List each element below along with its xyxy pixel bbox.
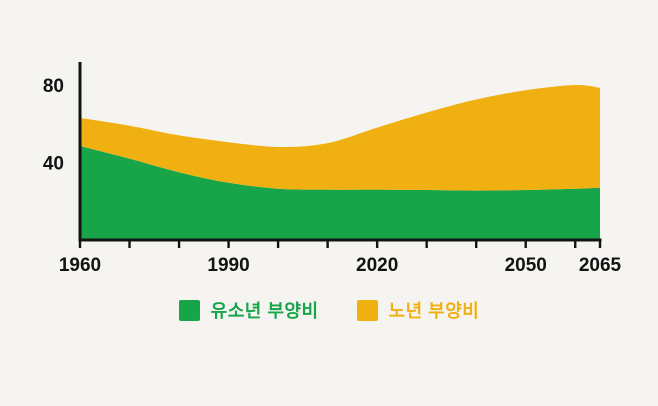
legend-item-elderly: 노년 부양비 xyxy=(356,297,480,323)
stacked-area-chart: 1960 1990 2020 2050 2065 40 80 xyxy=(43,62,622,276)
legend-item-youth: 유소년 부양비 xyxy=(178,297,319,323)
chart-canvas: 1960 1990 2020 2050 2065 40 80 xyxy=(43,62,622,276)
x-axis-label: 1990 xyxy=(207,255,249,276)
y-axis-label: 80 xyxy=(43,76,64,97)
x-axis-label: 2050 xyxy=(505,255,547,276)
area-youth-series xyxy=(80,146,600,240)
chart-legend: 유소년 부양비 노년 부양비 xyxy=(0,297,658,323)
y-axis-label: 40 xyxy=(43,154,64,175)
legend-swatch-elderly-icon xyxy=(356,299,378,321)
x-axis-label: 2020 xyxy=(356,255,398,276)
area-elderly-series xyxy=(80,84,600,191)
legend-swatch-youth-icon xyxy=(178,299,200,321)
x-axis-label: 1960 xyxy=(59,255,101,276)
x-axis-label: 2065 xyxy=(579,255,622,276)
legend-label-youth: 유소년 부양비 xyxy=(210,301,319,321)
legend-label-elderly: 노년 부양비 xyxy=(388,301,480,321)
